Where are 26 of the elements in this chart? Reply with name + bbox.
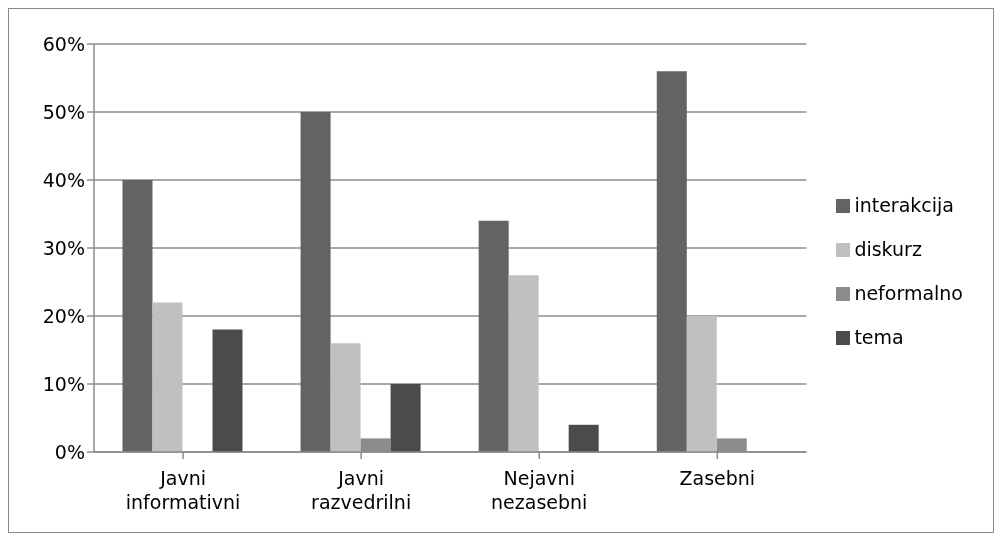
y-tick-label: 10% — [42, 372, 85, 395]
legend-label: neformalno — [854, 281, 963, 304]
bar — [656, 71, 687, 452]
y-tick-label: 20% — [42, 304, 85, 327]
bar — [330, 343, 361, 452]
bar — [568, 424, 599, 452]
legend-label: diskurz — [854, 237, 922, 260]
bar — [300, 112, 331, 452]
x-tick-label: Javni informativni — [125, 467, 241, 513]
legend-label: interakcija — [854, 193, 954, 216]
bar — [390, 384, 421, 452]
y-tick-label: 40% — [42, 168, 85, 191]
x-tick-label: Zasebni — [679, 467, 756, 489]
bar — [122, 180, 153, 452]
y-tick-label: 30% — [42, 236, 85, 259]
y-tick-label: 0% — [54, 440, 85, 463]
bar — [212, 329, 243, 452]
bar — [478, 220, 509, 452]
bar — [686, 316, 717, 452]
bar — [508, 275, 539, 452]
x-tick-label: Javni razvedrilni — [311, 467, 412, 513]
y-tick-label: 60% — [42, 32, 85, 55]
y-tick-label: 50% — [42, 100, 85, 123]
x-tick-label: Nejavni nezasebni — [491, 467, 588, 513]
legend-label: tema — [854, 325, 904, 348]
bar — [152, 302, 183, 452]
